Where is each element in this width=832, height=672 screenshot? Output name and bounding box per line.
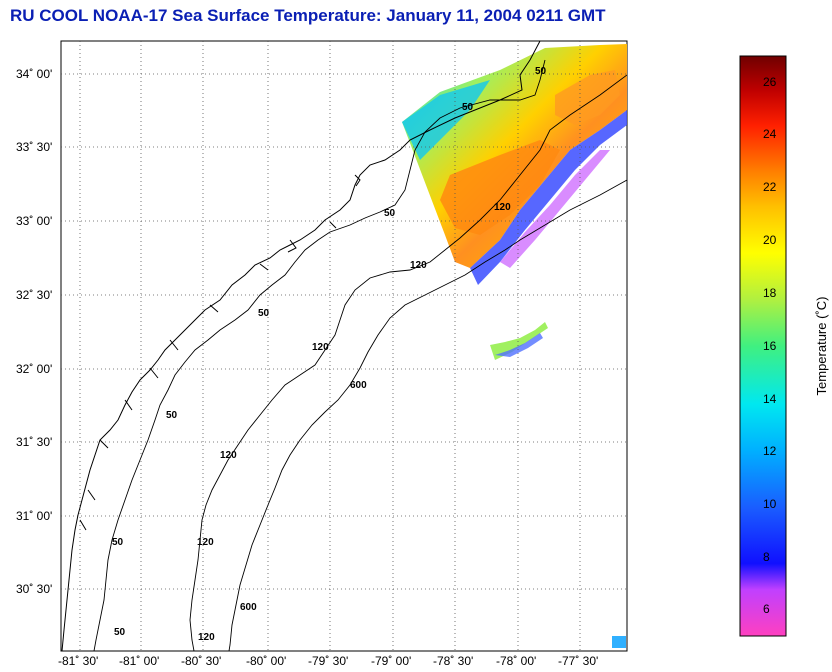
sst-cool-band	[402, 80, 490, 160]
colorbar-ticks: 26 24 22 20 18 16 14 12 10 8 6	[763, 75, 777, 616]
map-title: RU COOL NOAA-17 Sea Surface Temperature:…	[10, 6, 606, 25]
lon-tick-label: -79˚ 00'	[371, 654, 411, 668]
sst-patch-corner	[612, 636, 626, 648]
sst-warm-north	[555, 70, 620, 125]
colorbar	[739, 55, 787, 637]
colorbar-tick-label: 24	[763, 127, 777, 141]
lon-tick-label: -79˚ 30'	[308, 654, 348, 668]
lon-tick-label: -77˚ 30'	[558, 654, 598, 668]
lat-ticks: 34˚ 00' 33˚ 30' 33˚ 00' 32˚ 30' 32˚ 00' …	[16, 67, 52, 596]
lat-tick-label: 33˚ 30'	[16, 140, 52, 154]
contour-label: 120	[220, 450, 237, 461]
contour-label: 120	[312, 342, 329, 353]
sst-edge-fringe	[470, 110, 627, 285]
contour-label: 50	[258, 308, 270, 319]
isobath-600	[228, 179, 627, 651]
contour-label: 50	[384, 208, 396, 219]
lat-tick-label: 32˚ 30'	[16, 288, 52, 302]
colorbar-tick-label: 12	[763, 444, 777, 458]
lon-tick-label: -80˚ 30'	[181, 654, 221, 668]
grid	[61, 41, 627, 651]
colorbar-tick-label: 16	[763, 339, 777, 353]
lon-tick-label: -81˚ 30'	[58, 654, 98, 668]
sst-patch-east	[490, 322, 548, 360]
contour-label: 120	[494, 202, 511, 213]
colorbar-tick-label: 18	[763, 286, 777, 300]
contour-label: 120	[410, 260, 427, 271]
colorbar-tick-label: 20	[763, 233, 777, 247]
colorbar-tick-label: 10	[763, 497, 777, 511]
isobath-50	[93, 59, 546, 651]
sst-edge-magenta	[500, 150, 610, 268]
colorbar-tick-label: 6	[763, 602, 770, 616]
contour-label: 120	[198, 632, 215, 643]
coastline-islands	[79, 174, 361, 531]
colorbar-tick-label: 26	[763, 75, 777, 89]
contour-labels: 50 50 50 120 120 120 120 600 600 50 50 1…	[112, 66, 547, 643]
lat-tick-label: 31˚ 30'	[16, 435, 52, 449]
contour-label: 600	[240, 602, 257, 613]
lon-tick-label: -80˚ 00'	[246, 654, 286, 668]
contour-label: 50	[535, 66, 547, 77]
contour-label: 50	[112, 537, 124, 548]
contour-label: 120	[197, 537, 214, 548]
lon-tick-label: -78˚ 00'	[496, 654, 536, 668]
contour-label: 50	[114, 627, 126, 638]
lon-ticks: -81˚ 30' -81˚ 00' -80˚ 30' -80˚ 00' -79˚…	[58, 654, 598, 668]
coastline	[61, 41, 541, 651]
lon-tick-label: -81˚ 00'	[119, 654, 159, 668]
lat-tick-label: 31˚ 00'	[16, 509, 52, 523]
isobath-120	[189, 74, 627, 651]
lon-tick-label: -78˚ 30'	[433, 654, 473, 668]
sst-patch-east-edge	[495, 333, 543, 357]
sst-warm-core	[440, 140, 560, 235]
lat-tick-label: 30˚ 30'	[16, 582, 52, 596]
contour-label: 50	[462, 102, 474, 113]
lat-tick-label: 33˚ 00'	[16, 214, 52, 228]
contour-label: 600	[350, 380, 367, 391]
colorbar-tick-label: 8	[763, 550, 770, 564]
lat-tick-label: 34˚ 00'	[16, 67, 52, 81]
colorbar-tick-label: 14	[763, 392, 777, 406]
lat-tick-label: 32˚ 00'	[16, 362, 52, 376]
contour-label: 50	[166, 410, 178, 421]
colorbar-tick-label: 22	[763, 180, 777, 194]
colorbar-label: Temperature (˚C)	[814, 297, 829, 396]
